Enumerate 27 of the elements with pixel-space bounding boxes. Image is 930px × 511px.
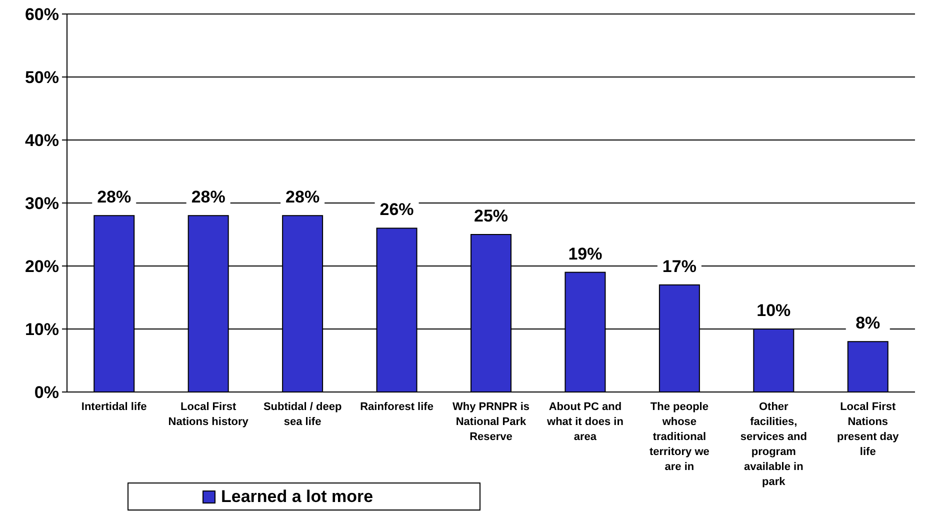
x-tick-label: Local First Nations present day life	[837, 401, 900, 458]
x-tick-label: Subtidal / deep sea life	[263, 401, 342, 428]
y-tick-label: 20%	[24, 256, 59, 276]
x-tick-label: Rainforest life	[360, 401, 434, 413]
y-tick-label: 60%	[24, 4, 59, 24]
text: 28%	[286, 188, 320, 207]
text: 19%	[568, 244, 602, 264]
y-tick-label: 50%	[24, 68, 59, 87]
text: 25%	[474, 206, 508, 226]
x-tick-label: Why PRNPR is National Park Reserve	[452, 401, 530, 443]
text: 10%	[756, 301, 791, 320]
y-tick-label: 10%	[24, 320, 59, 339]
y-tick-label: 40%	[24, 130, 59, 150]
x-tick-label: The people whose traditional territory we are in	[649, 401, 710, 473]
text: 26%	[380, 200, 414, 220]
x-tick-label: Intertidal life	[81, 401, 147, 413]
y-tick-label: 0%	[34, 382, 59, 402]
text: 17%	[662, 256, 696, 276]
text: 28%	[191, 188, 226, 207]
bar	[847, 341, 888, 392]
text: 28%	[97, 188, 132, 207]
x-tick-label: Other facilities, services and program available in park	[740, 401, 807, 488]
text: 8%	[856, 314, 880, 333]
x-tick-label: About PC and what it does in area	[546, 401, 624, 443]
x-tick-label: Local First Nations history	[168, 401, 250, 428]
y-tick-label: 30%	[24, 194, 59, 213]
legend-label: Learned a lot more	[221, 487, 374, 506]
